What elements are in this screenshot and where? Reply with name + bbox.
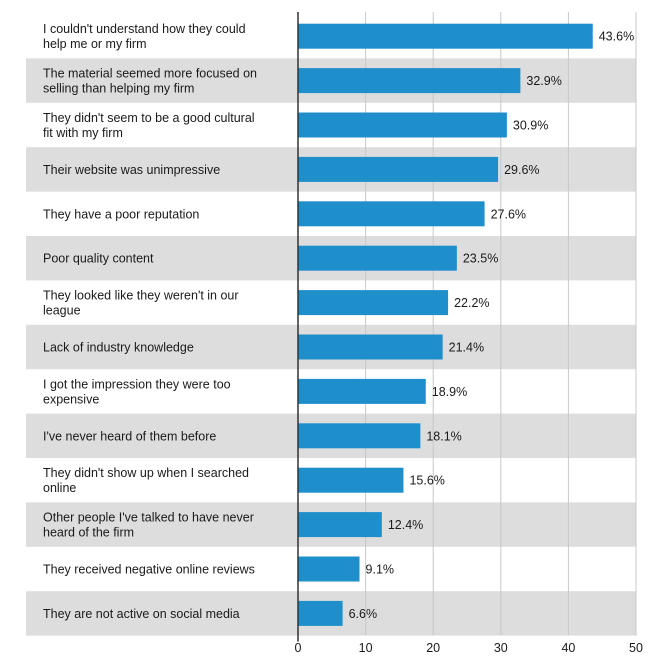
x-tick-label: 10	[359, 641, 373, 655]
value-label: 18.1%	[426, 429, 461, 443]
bar	[298, 378, 426, 404]
bar	[298, 23, 593, 49]
category-label: They have a poor reputation	[43, 207, 199, 221]
category-label: The material seemed more focused on selli…	[43, 67, 257, 96]
x-tick-label: 50	[629, 641, 643, 655]
value-label: 18.9%	[432, 385, 467, 399]
bars	[298, 23, 593, 626]
value-labels: 43.6% 32.9% 30.9% 29.6% 27.6% 23.5% 22.2% 21.4%…	[349, 30, 635, 621]
bar	[298, 600, 343, 626]
category-label: They looked like they weren't in our leag…	[43, 289, 239, 318]
value-label: 21.4%	[449, 341, 484, 355]
value-label: 43.6%	[599, 30, 634, 44]
category-labels: I couldn't understand how they could help…	[43, 22, 257, 621]
x-tick-label: 40	[561, 641, 575, 655]
bar	[298, 423, 421, 449]
category-label: Lack of industry knowledge	[43, 341, 194, 355]
bar	[298, 112, 507, 138]
bar	[298, 334, 443, 360]
value-label: 23.5%	[463, 252, 498, 266]
bar	[298, 201, 485, 227]
category-label: I couldn't understand how they could help…	[43, 22, 246, 51]
category-label: I've never heard of them before	[43, 429, 216, 443]
value-label: 12.4%	[388, 518, 423, 532]
bar	[298, 156, 499, 182]
x-tick-label: 30	[494, 641, 508, 655]
value-label: 22.2%	[454, 296, 489, 310]
bar	[298, 68, 521, 94]
category-label: They received negative online reviews	[43, 563, 255, 577]
category-label: Their website was unimpressive	[43, 163, 220, 177]
value-label: 9.1%	[366, 563, 395, 577]
value-label: 6.6%	[349, 607, 378, 621]
value-label: 29.6%	[504, 163, 539, 177]
category-label: I got the impression they were too expens…	[43, 377, 231, 406]
bar	[298, 290, 449, 316]
value-label: 30.9%	[513, 119, 548, 133]
category-label: Poor quality content	[43, 252, 154, 266]
category-label: They are not active on social media	[43, 607, 240, 621]
category-label: They didn't show up when I searched onlin…	[43, 466, 249, 495]
category-label: They didn't seem to be a good cultural fi…	[43, 111, 255, 140]
bar	[298, 512, 382, 538]
bar	[298, 467, 404, 493]
value-label: 15.6%	[409, 474, 444, 488]
value-label: 27.6%	[491, 207, 526, 221]
value-label: 32.9%	[526, 74, 561, 88]
category-label: Other people I've talked to have never he…	[43, 511, 254, 540]
bar	[298, 556, 360, 582]
x-axis-ticks: 0 10 20 30 40 50	[295, 641, 643, 655]
x-tick-label: 0	[295, 641, 302, 655]
x-tick-label: 20	[426, 641, 440, 655]
bar	[298, 245, 457, 271]
